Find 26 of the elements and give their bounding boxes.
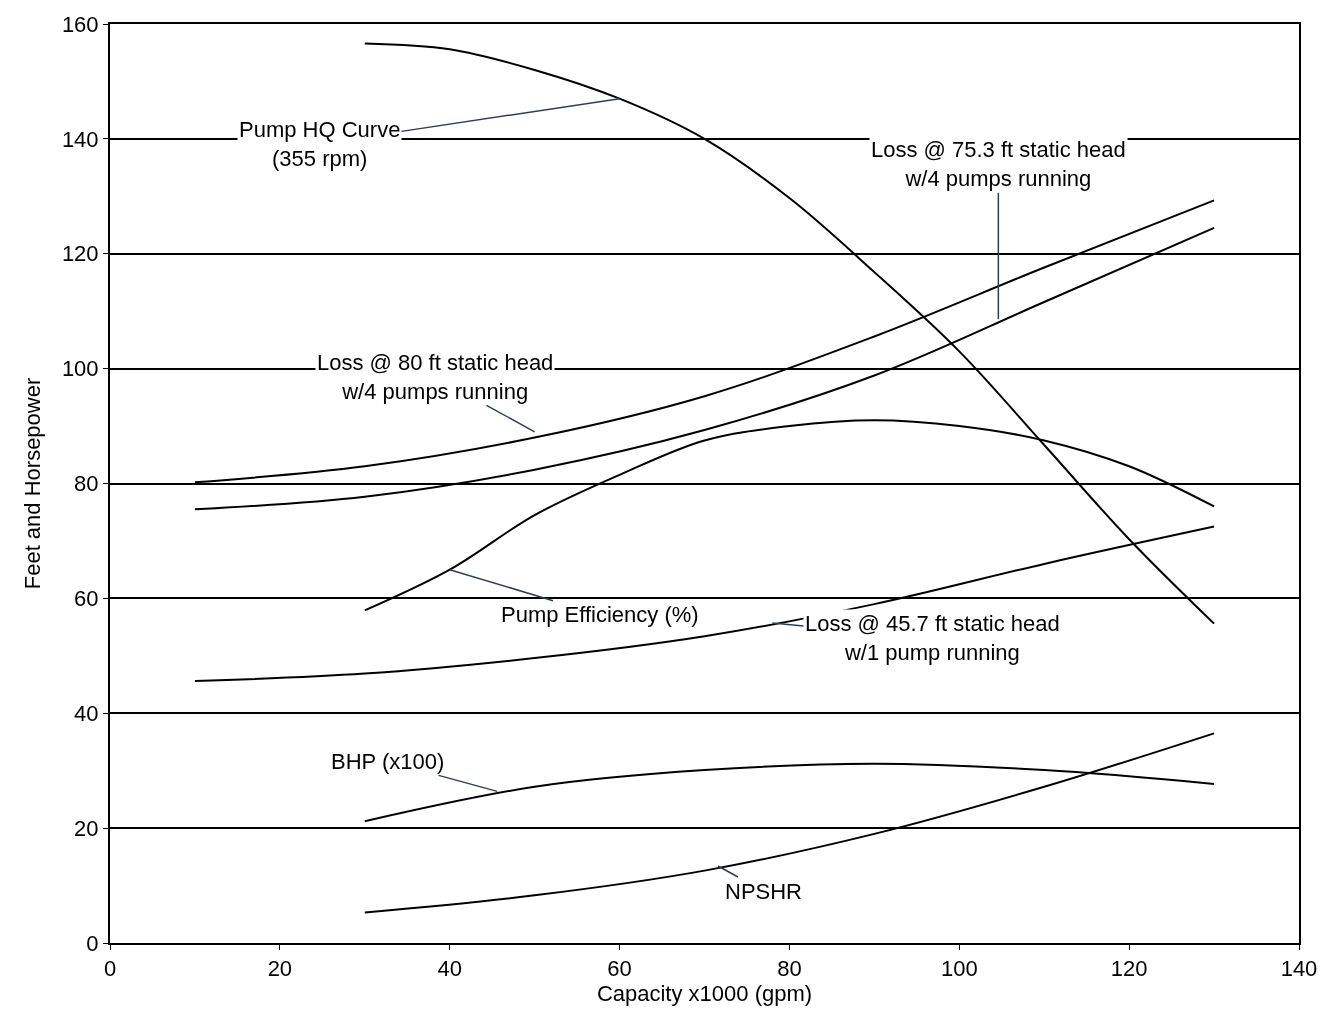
x-axis-title: Capacity x1000 (gpm) — [596, 981, 813, 1007]
annotation: Loss @ 80 ft static head w/4 pumps running — [317, 350, 554, 404]
x-tick-label: 60 — [607, 956, 632, 982]
annotation: Pump Efficiency (%) — [501, 602, 699, 627]
annotation: NPSHR — [725, 879, 803, 904]
x-tick-label: 120 — [1110, 956, 1148, 982]
x-tick-label: 140 — [1280, 956, 1318, 982]
annotation: Pump HQ Curve (355 rpm) — [239, 117, 401, 171]
y-tick-label: 40 — [74, 700, 99, 726]
annotation: Loss @ 75.3 ft static head w/4 pumps running — [871, 137, 1126, 191]
y-axis-title: Feet and Horsepower — [20, 377, 46, 590]
x-tick-label: 40 — [437, 956, 462, 982]
x-tick-label: 100 — [940, 956, 978, 982]
y-tick-label: 0 — [86, 930, 99, 956]
annotation: Loss @ 45.7 ft static head w/1 pump running — [805, 611, 1060, 665]
y-tick-label: 20 — [74, 815, 99, 841]
y-tick-label: 160 — [61, 11, 99, 37]
y-tick-label: 140 — [61, 126, 99, 152]
y-tick-label: 80 — [74, 471, 99, 497]
x-tick-label: 80 — [777, 956, 802, 982]
x-tick-label: 0 — [103, 956, 117, 982]
annotation: BHP (x100) — [331, 749, 445, 774]
y-tick-label: 120 — [61, 241, 99, 267]
x-tick-label: 20 — [267, 956, 293, 982]
y-tick-label: 100 — [61, 356, 99, 382]
y-tick-label: 60 — [74, 586, 99, 612]
